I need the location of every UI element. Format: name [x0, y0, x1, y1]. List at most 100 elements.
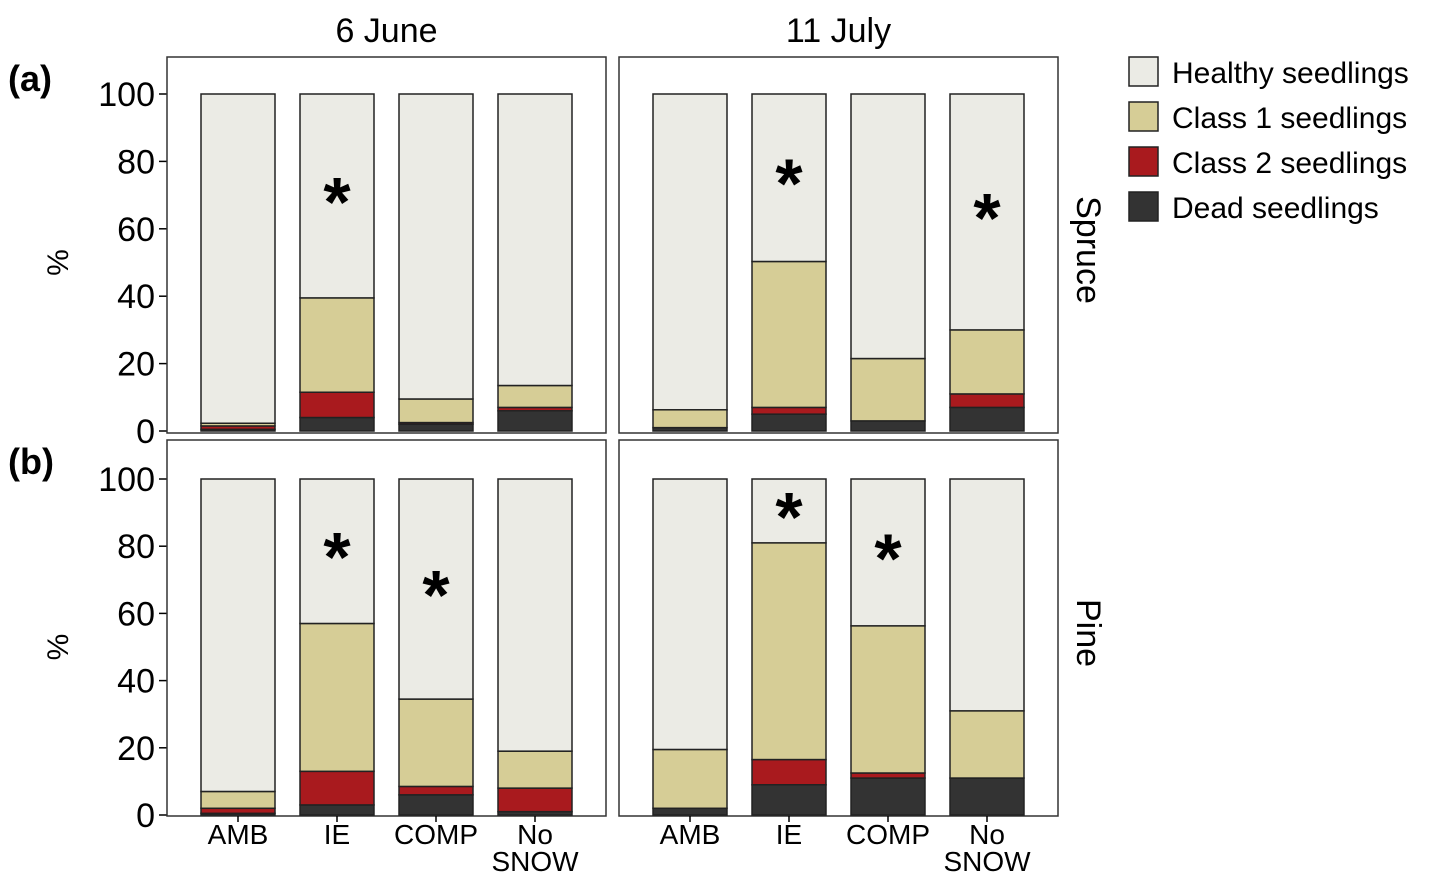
legend-swatch	[1128, 101, 1159, 132]
panel-label-0: (a)	[8, 58, 52, 99]
y-tick-label: 100	[98, 76, 155, 114]
bar-segment-healthy	[497, 93, 573, 387]
bar-segment-healthy	[652, 93, 728, 411]
x-tick-label: IE	[776, 819, 802, 850]
bar-segment-class1	[398, 398, 474, 424]
significance-marker: *	[874, 519, 902, 597]
legend-swatch	[1128, 191, 1159, 222]
y-axis-label-1: %	[42, 634, 75, 661]
significance-marker: *	[973, 179, 1001, 257]
x-tick-label: COMP	[846, 819, 930, 850]
panel-spruce-0: *	[166, 56, 607, 434]
bar-segment-dead	[751, 413, 827, 432]
bar-segment-class1	[850, 625, 926, 774]
bar-segment-class2	[850, 772, 926, 779]
y-tick-label: 0	[136, 797, 155, 835]
significance-marker: *	[323, 518, 351, 596]
bar-segment-class2	[949, 393, 1025, 409]
y-tick-label: 40	[117, 278, 155, 316]
bar-segment-class2	[751, 406, 827, 415]
y-tick-label: 60	[117, 211, 155, 249]
bar-segment-class1	[398, 698, 474, 788]
legend-label: Class 1 seedlings	[1172, 102, 1407, 135]
significance-marker: *	[775, 478, 803, 556]
bar-segment-class2	[398, 785, 474, 796]
legend-swatch	[1128, 56, 1159, 87]
bar-segment-dead	[751, 784, 827, 816]
bar-segment-healthy	[850, 93, 926, 360]
bar-segment-dead	[497, 410, 573, 432]
y-axis-label-0: %	[42, 249, 75, 276]
legend-label: Class 2 seedlings	[1172, 147, 1407, 180]
row-label-spruce: Spruce	[1069, 196, 1107, 304]
column-title-0: 6 June	[335, 12, 437, 50]
bar-segment-healthy	[652, 478, 728, 751]
legend-swatch	[1128, 146, 1159, 177]
bar-segment-healthy	[949, 478, 1025, 712]
bar-segment-dead	[850, 777, 926, 816]
y-tick-label: 0	[136, 413, 155, 451]
bar-segment-healthy	[751, 93, 827, 263]
bar-segment-dead	[299, 804, 375, 816]
bar-segment-healthy	[299, 478, 375, 625]
legend-item-class1: Class 1 seedlings	[1128, 101, 1407, 135]
bar-segment-dead	[850, 420, 926, 432]
bar-segment-healthy	[850, 478, 926, 627]
x-tick-label: AMB	[660, 819, 721, 850]
significance-marker: *	[775, 145, 803, 223]
row-label-pine: Pine	[1069, 599, 1107, 667]
bar-segment-class1	[751, 542, 827, 761]
legend-item-healthy: Healthy seedlings	[1128, 56, 1409, 90]
bar-segment-class1	[949, 710, 1025, 779]
bar-segment-class1	[200, 790, 276, 810]
y-tick-label: 40	[117, 663, 155, 701]
bar-segment-dead	[949, 777, 1025, 816]
y-tick-label: 80	[117, 528, 155, 566]
bar-segment-class1	[652, 409, 728, 429]
bar-segment-healthy	[497, 478, 573, 752]
legend-label: Dead seedlings	[1172, 192, 1379, 225]
bar-segment-healthy	[949, 93, 1025, 331]
x-tick-label: COMP	[394, 819, 478, 850]
significance-marker: *	[422, 556, 450, 634]
bar-segment-dead	[299, 416, 375, 432]
bar-segment-class1	[299, 297, 375, 393]
bar-segment-healthy	[398, 93, 474, 400]
y-tick-label: 20	[117, 346, 155, 384]
bar-segment-class2	[751, 758, 827, 786]
bar-segment-class2	[497, 787, 573, 813]
bar-segment-class1	[949, 329, 1025, 395]
panel-spruce-1: * *	[618, 56, 1059, 434]
legend-item-dead: Dead seedlings	[1128, 191, 1379, 225]
bar-segment-class1	[751, 260, 827, 409]
bar-segment-dead	[398, 423, 474, 432]
panel-label-1: (b)	[8, 441, 54, 482]
column-title-1: 11 July	[786, 12, 891, 50]
bar-segment-class1	[299, 622, 375, 773]
bar-segment-class1	[497, 750, 573, 789]
bar-segment-healthy	[200, 93, 276, 424]
bar-segment-class2	[299, 770, 375, 806]
bar-segment-class1	[850, 357, 926, 422]
x-tick-label: AMB	[208, 819, 269, 850]
bar-segment-class2	[299, 391, 375, 419]
bar-segment-class1	[652, 748, 728, 810]
bar-segment-healthy	[398, 478, 474, 700]
legend-label: Healthy seedlings	[1172, 57, 1409, 90]
x-tick-label: No	[969, 819, 1005, 850]
bar-segment-class1	[497, 384, 573, 409]
y-tick-label: 60	[117, 595, 155, 633]
significance-marker: *	[323, 163, 351, 241]
bar-segment-dead	[652, 807, 728, 816]
legend-item-class2: Class 2 seedlings	[1128, 146, 1407, 180]
x-tick-label-line2: SNOW	[491, 846, 579, 875]
x-tick-label: No	[517, 819, 553, 850]
bar-segment-healthy	[299, 93, 375, 299]
x-tick-label: IE	[324, 819, 350, 850]
y-tick-label: 100	[98, 461, 155, 499]
bar-segment-healthy	[200, 478, 276, 793]
bar-segment-dead	[398, 794, 474, 816]
bar-segment-dead	[949, 406, 1025, 432]
